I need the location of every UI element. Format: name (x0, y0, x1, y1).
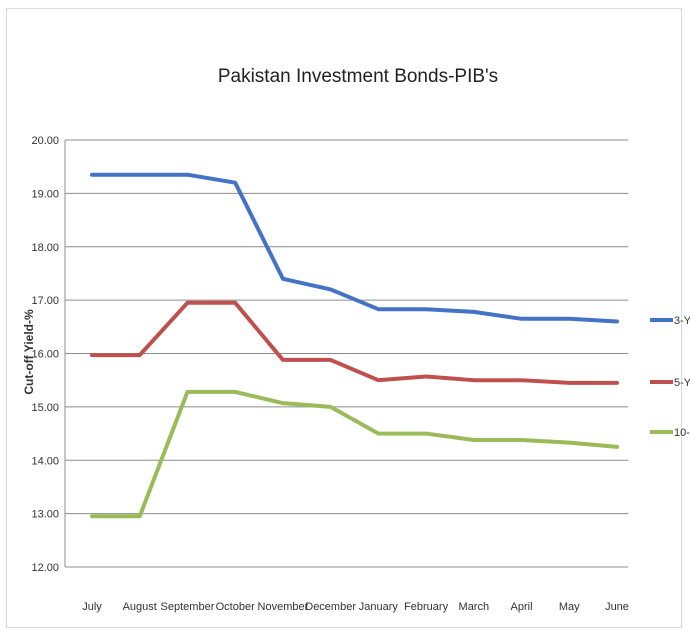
x-tick-label: October (216, 601, 255, 613)
series-lines (90, 172, 619, 519)
y-tick-label: 14.00 (31, 455, 59, 467)
x-tick-label: June (605, 601, 629, 613)
x-tick-label: July (82, 601, 102, 613)
chart-title: Pakistan Investment Bonds-PIB's (218, 66, 498, 87)
x-tick-label: February (404, 601, 449, 613)
x-tick-label: March (459, 601, 490, 613)
series-line-1 (90, 300, 619, 385)
x-tick-label: January (359, 601, 399, 613)
legend-label-2: 10-Y (674, 427, 690, 439)
y-tick-label: 20.00 (31, 135, 59, 147)
y-tick-label: 18.00 (31, 242, 59, 254)
x-tick-label: September (161, 601, 215, 613)
y-tick-label: 12.00 (31, 562, 59, 574)
series-line-0 (90, 172, 619, 324)
series-line-2 (90, 389, 619, 519)
x-tick-label: August (123, 601, 157, 613)
x-tick-label: December (305, 601, 356, 613)
x-tick-label: April (511, 601, 533, 613)
y-tick-label: 19.00 (31, 188, 59, 200)
legend: 3-Yea 5-Yea 10-Y (650, 315, 690, 439)
x-axis-ticks: July August September October NovemberDecemb… (82, 601, 629, 613)
y-tick-label: 17.00 (31, 295, 59, 307)
x-tick-label: May (559, 601, 580, 613)
y-tick-label: 13.00 (31, 509, 59, 521)
x-tick-label: November (258, 601, 309, 613)
y-tick-label: 16.00 (31, 349, 59, 361)
grid-lines (64, 139, 628, 568)
y-axis-label: Cut-off Yield-% (22, 309, 36, 395)
y-axis-ticks: 20.00 19.00 18.00 17.00 16.00 15.00 14.00 13.00… (31, 135, 59, 574)
legend-label-1: 5-Yea (674, 377, 690, 389)
legend-label-0: 3-Yea (674, 315, 690, 327)
y-tick-label: 15.00 (31, 402, 59, 414)
